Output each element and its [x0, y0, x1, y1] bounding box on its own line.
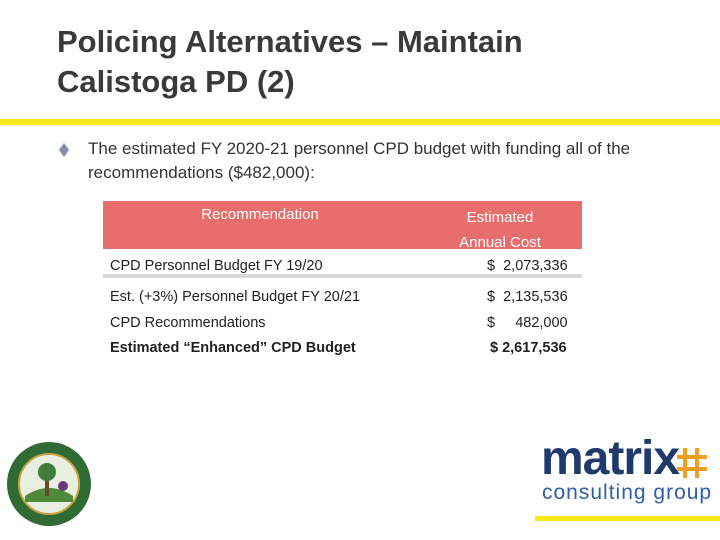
table-cell: Estimated “Enhanced” CPD Budget	[110, 340, 356, 356]
logo-icon	[677, 448, 707, 478]
table-cell: CPD Personnel Budget FY 19/20	[110, 258, 323, 274]
logo-tagline: consulting group	[542, 481, 713, 504]
city-seal	[7, 442, 91, 526]
slide-title: Policing Alternatives – Maintain Calisto…	[57, 24, 523, 99]
table-cell: $ 2,617,536	[490, 340, 567, 356]
logo-name: matrix	[541, 432, 680, 485]
header-cell: Recommendation	[201, 206, 319, 223]
bullet-text: The estimated FY 2020-21 personnel CPD b…	[88, 139, 631, 182]
header-cell: Estimated Annual Cost	[459, 209, 541, 251]
footer-bar	[535, 516, 720, 521]
table-cell: CPD Recommendations	[110, 315, 266, 331]
table-cell: Est. (+3%) Personnel Budget FY 20/21	[110, 289, 361, 305]
table-cell: $ 482,000	[487, 315, 568, 331]
row-separator	[103, 274, 582, 278]
table-header	[103, 201, 582, 249]
table-cell: $ 2,135,536	[487, 289, 568, 305]
table-cell: $ 2,073,336	[487, 258, 568, 274]
divider	[0, 119, 720, 125]
bullet-icon	[59, 143, 69, 157]
